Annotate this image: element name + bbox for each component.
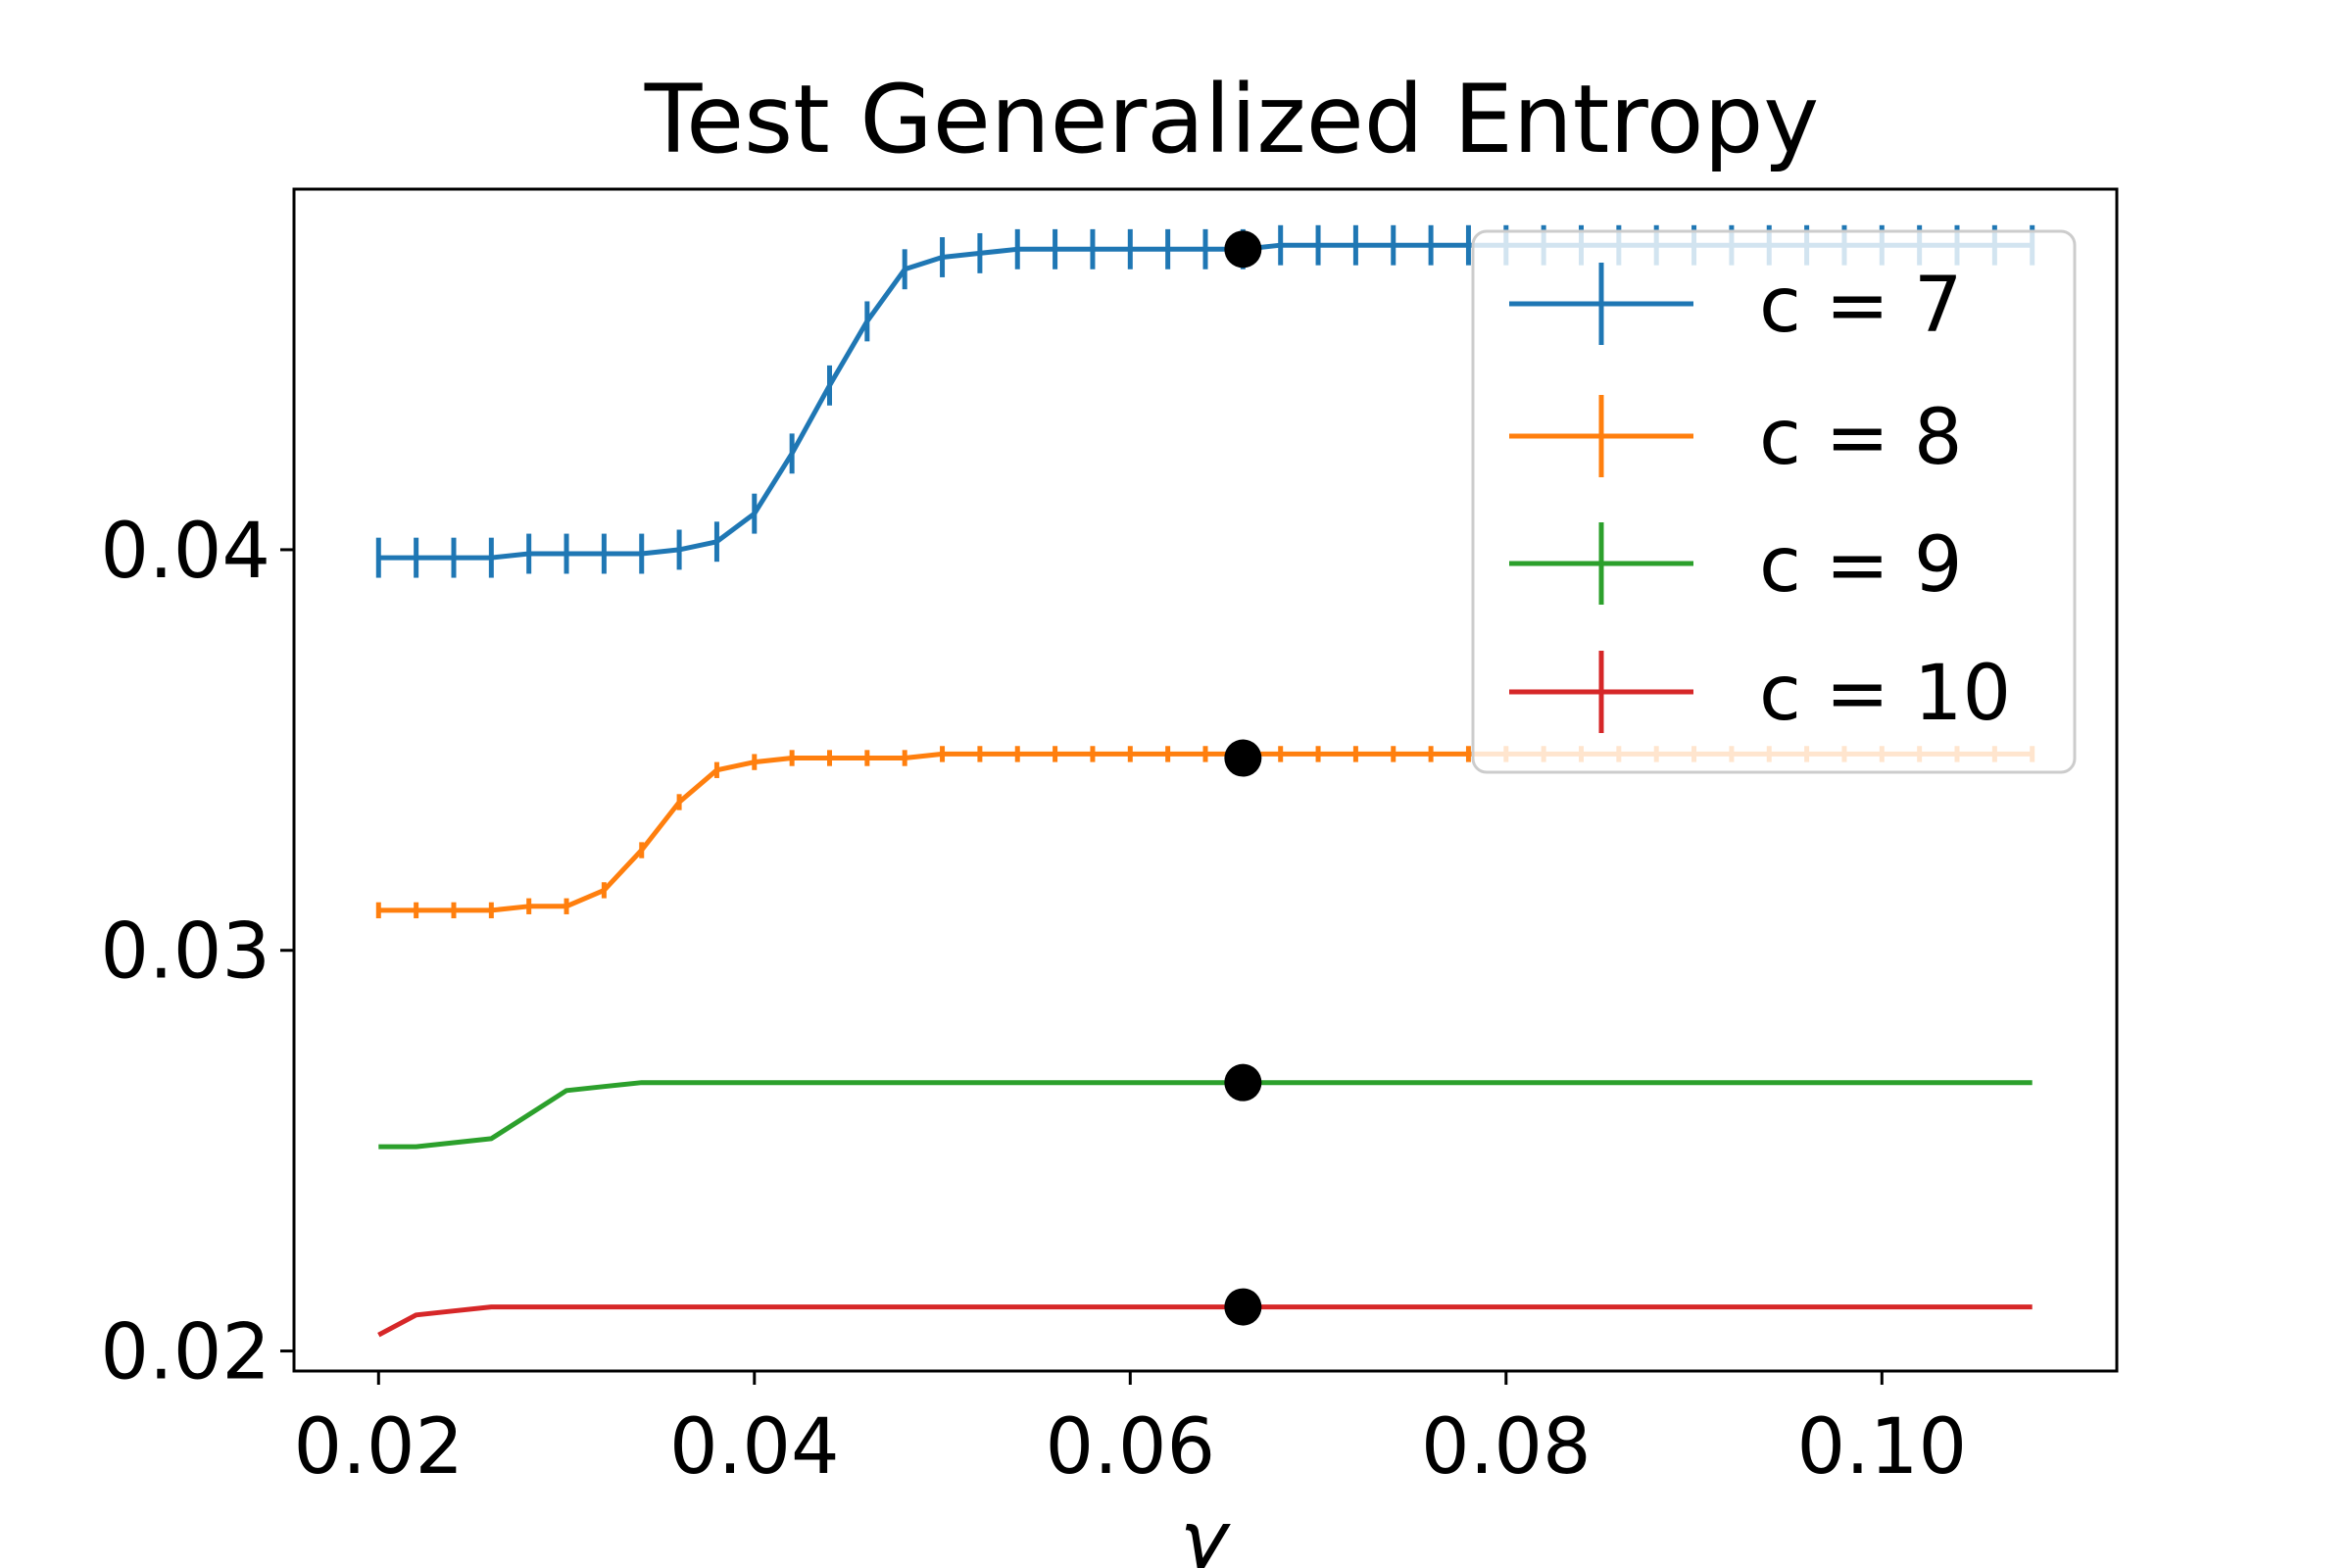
legend: c = 7 c = 8 c = 9 c = 10 — [1471, 229, 2077, 774]
legend-entry: c = 9 — [1509, 521, 1962, 610]
y-axis-ticks: 0.02 0.03 0.04 — [100, 508, 294, 1397]
highlight-point — [1224, 1288, 1262, 1326]
x-tick-label: 0.02 — [293, 1403, 464, 1492]
y-tick-label: 0.04 — [100, 508, 270, 596]
x-tick-label: 0.06 — [1045, 1403, 1215, 1492]
legend-entry: c = 10 — [1509, 650, 2011, 738]
chart-title: Test Generalized Entropy — [644, 65, 1819, 174]
x-tick-label: 0.04 — [669, 1403, 840, 1492]
legend-label: c = 8 — [1759, 394, 1962, 482]
plot-frame — [292, 187, 2119, 1373]
highlight-point — [1224, 739, 1262, 777]
series-4 — [377, 1304, 2033, 1338]
y-tick-label: 0.03 — [100, 908, 270, 997]
legend-label: c = 7 — [1759, 262, 1962, 350]
legend-box — [1471, 229, 2077, 774]
x-tick-label: 0.10 — [1796, 1403, 1967, 1492]
legend-label: c = 10 — [1759, 650, 2011, 738]
series-line — [378, 1080, 2033, 1150]
x-tick-label: 0.08 — [1421, 1403, 1592, 1492]
legend-entry: c = 8 — [1509, 394, 1962, 482]
marker-layer — [1224, 230, 1262, 1326]
highlight-point — [1224, 230, 1262, 269]
legend-label: c = 9 — [1759, 521, 1962, 610]
y-tick-label: 0.02 — [100, 1309, 270, 1397]
legend-entry: c = 7 — [1509, 262, 1962, 350]
x-axis-label: γ — [1180, 1494, 1232, 1568]
legend-entries: c = 7 c = 8 c = 9 c = 10 — [1509, 262, 2011, 738]
series-line — [378, 751, 2033, 913]
highlight-point — [1224, 1063, 1262, 1102]
series-3 — [378, 1080, 2033, 1150]
x-axis-ticks: 0.02 0.04 0.06 0.08 0.10 — [293, 1371, 1967, 1492]
series-line — [377, 1304, 2033, 1338]
